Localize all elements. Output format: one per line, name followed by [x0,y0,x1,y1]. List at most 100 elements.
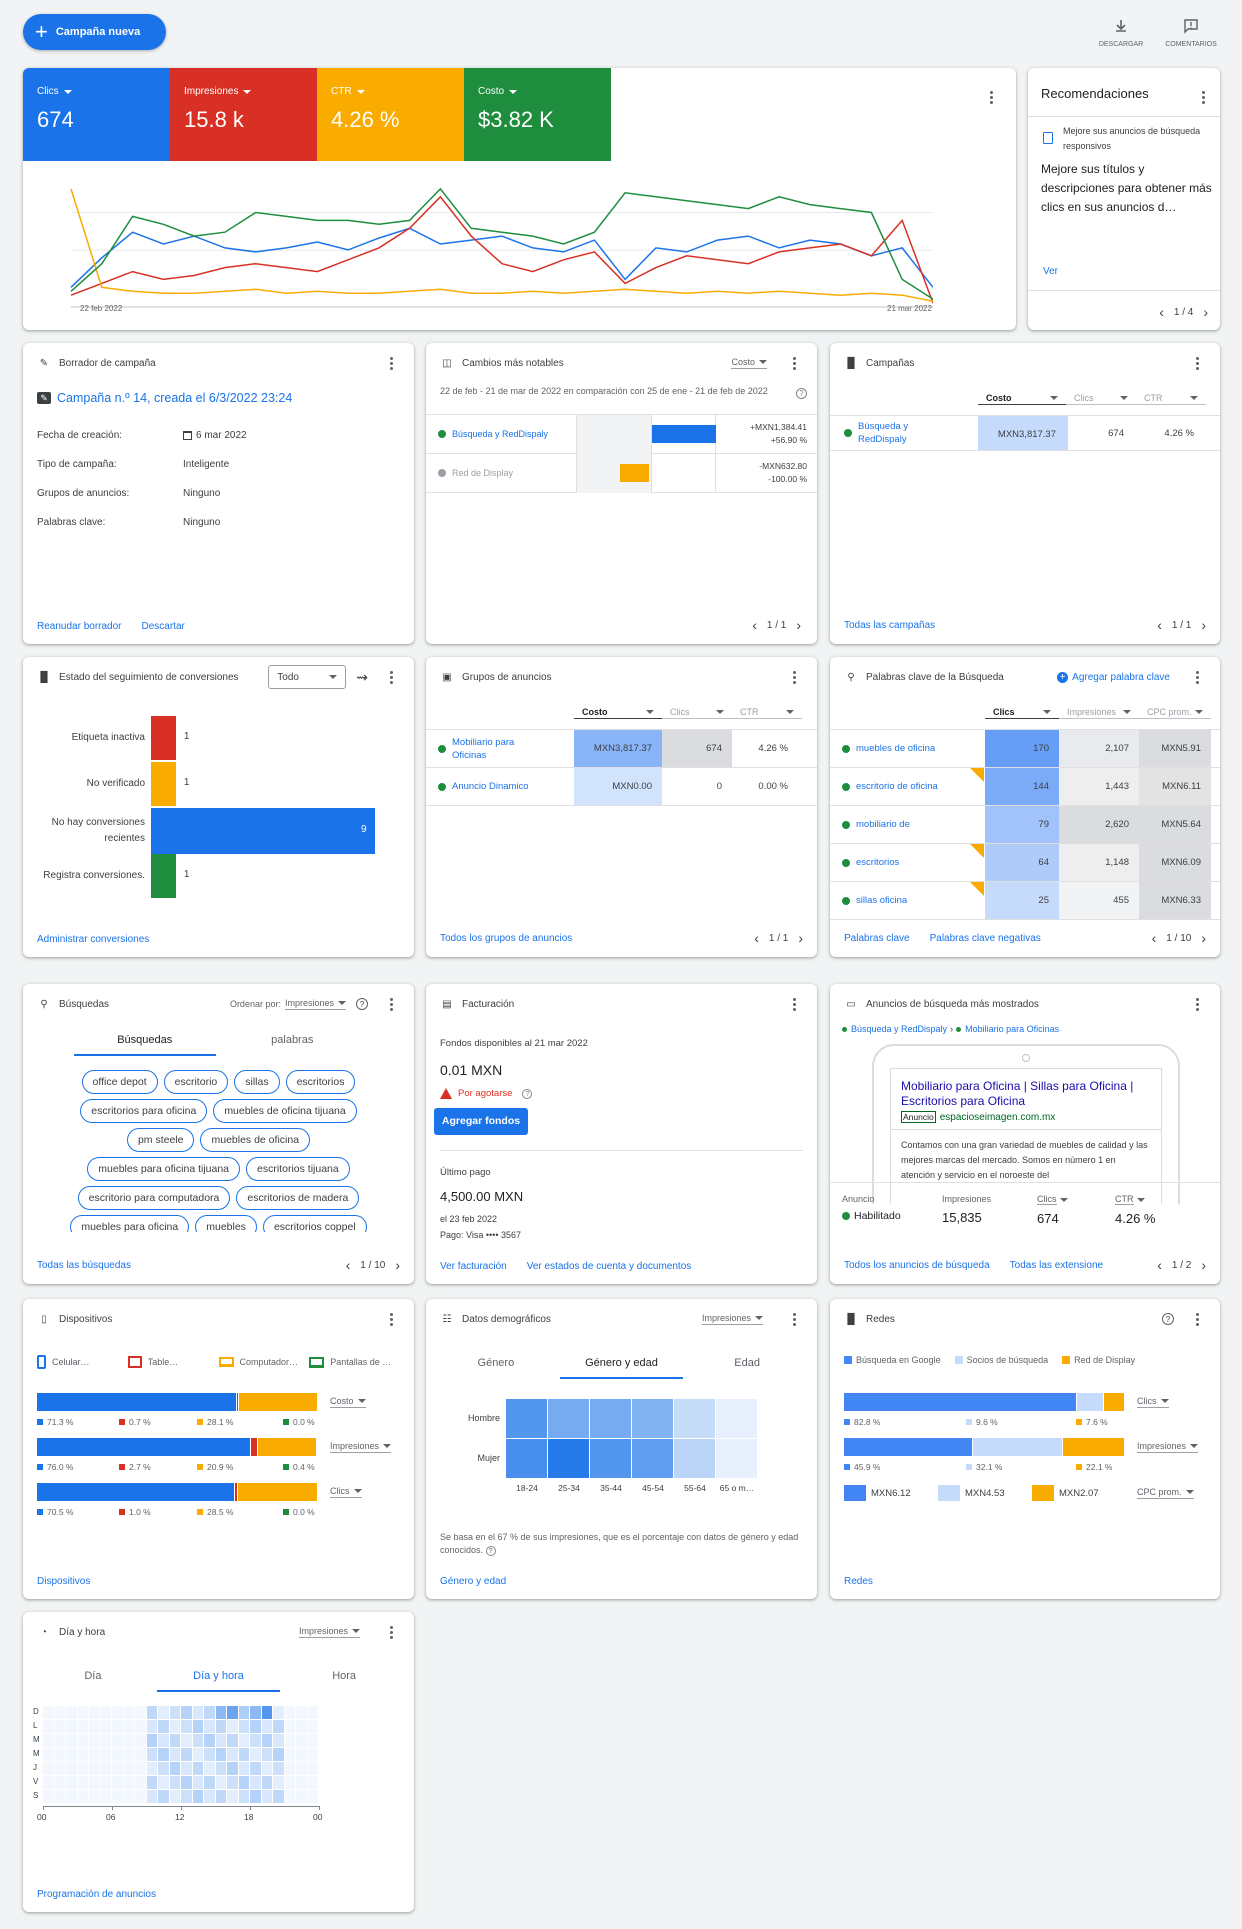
hour-cell[interactable] [169,1748,180,1761]
hour-cell[interactable] [261,1734,272,1747]
breadcrumb-adgroup[interactable]: Mobiliario para Oficinas [965,1024,1060,1034]
chevron-right-icon[interactable]: › [796,617,801,633]
devices-link[interactable]: Dispositivos [37,1576,91,1587]
changes-row[interactable]: Red de Display -MXN632.80 -100.00 % [426,453,817,493]
discard-draft-link[interactable]: Descartar [141,621,185,632]
hour-cell[interactable] [192,1720,203,1733]
hour-cell[interactable] [238,1706,249,1719]
metric-tile-1[interactable]: Impresiones 15.8 k [170,68,317,161]
hour-cell[interactable] [227,1734,238,1747]
searches-order-dropdown[interactable]: Impresiones [284,998,346,1010]
hour-cell[interactable] [169,1706,180,1719]
hour-cell[interactable] [181,1734,192,1747]
tab-words[interactable]: palabras [271,1034,314,1046]
all-extensions-link[interactable]: Todas las extensione [1009,1259,1104,1271]
hour-cell[interactable] [146,1706,157,1719]
help-icon[interactable]: ? [522,1088,533,1099]
hour-cell[interactable] [100,1762,111,1775]
chevron-right-icon[interactable]: › [395,1257,400,1273]
hour-cell[interactable] [43,1748,54,1761]
network-legend-item[interactable]: Red de Display [1062,1355,1135,1365]
hour-cell[interactable] [181,1776,192,1789]
stacked-bar[interactable] [37,1393,318,1411]
column-header[interactable]: CPC prom. [1139,705,1211,719]
column-header[interactable]: Clics [662,705,732,719]
search-term-chip[interactable]: sillas [234,1070,280,1094]
hour-cell[interactable] [250,1720,261,1733]
search-term-chip[interactable]: office depot [81,1070,158,1094]
dayhour-menu-icon[interactable] [382,1623,400,1641]
metric-tile-0[interactable]: Clics 674 [23,68,170,161]
hour-cell[interactable] [66,1734,77,1747]
help-icon[interactable]: ? [796,388,807,399]
device-legend-item[interactable]: Computador… [218,1355,310,1369]
hour-cell[interactable] [273,1790,284,1803]
hour-cell[interactable] [89,1734,100,1747]
hour-cell[interactable] [215,1748,226,1761]
search-term-chip[interactable]: muebles para oficina [70,1215,190,1232]
keyword-link[interactable]: escritorios [856,857,900,868]
metric-tile-3[interactable]: Costo $3.82 K [464,68,611,161]
hour-cell[interactable] [284,1790,295,1803]
hour-cell[interactable] [123,1776,134,1789]
keyword-row[interactable]: escritorio de oficina 144 1,443 MXN6.11 [830,768,1220,806]
hour-cell[interactable] [100,1790,111,1803]
manage-conversions-link[interactable]: Administrar conversiones [37,934,150,945]
hour-cell[interactable] [146,1790,157,1803]
hour-cell[interactable] [284,1720,295,1733]
table-row[interactable]: Anuncio Dinamico MXN0.00 0 0.00 % [426,768,817,806]
hour-cell[interactable] [192,1790,203,1803]
hour-cell[interactable] [169,1734,180,1747]
heat-cell[interactable] [716,1439,757,1478]
hour-cell[interactable] [43,1720,54,1733]
hour-cell[interactable] [89,1776,100,1789]
hour-cell[interactable] [204,1790,215,1803]
hour-cell[interactable] [215,1762,226,1775]
chevron-right-icon[interactable]: › [1201,930,1206,946]
hour-cell[interactable] [158,1734,169,1747]
conversion-bar[interactable] [151,808,375,854]
keywords-menu-icon[interactable] [1188,668,1206,686]
chevron-right-icon[interactable]: › [1201,617,1206,633]
metric-tile-2[interactable]: CTR 4.26 % [317,68,464,161]
hour-cell[interactable] [250,1748,261,1761]
help-icon[interactable]: ? [1162,1313,1174,1325]
metric-dropdown[interactable]: Clics [330,1486,362,1498]
keyword-row[interactable]: escritorios 64 1,148 MXN6.09 [830,844,1220,882]
campaign-link[interactable]: Búsqueda y RedDispaly [858,421,909,445]
hour-cell[interactable] [77,1776,88,1789]
conversions-filter-select[interactable]: Todo [268,665,347,689]
metric-dropdown[interactable]: Costo [330,1396,366,1408]
hour-cell[interactable] [192,1734,203,1747]
hour-cell[interactable] [307,1734,318,1747]
chevron-right-icon[interactable]: › [798,930,803,946]
hour-cell[interactable] [169,1720,180,1733]
device-legend-item[interactable]: Table… [127,1355,219,1369]
chevron-left-icon[interactable]: ‹ [1157,1257,1162,1273]
hour-cell[interactable] [77,1762,88,1775]
keyword-row[interactable]: muebles de oficina 170 2,107 MXN5.91 [830,730,1220,768]
chevron-left-icon[interactable]: ‹ [752,617,757,633]
hour-cell[interactable] [284,1748,295,1761]
hour-cell[interactable] [181,1748,192,1761]
tab-day-hour[interactable]: Día y hora [156,1664,281,1692]
hour-cell[interactable] [250,1790,261,1803]
hour-cell[interactable] [227,1748,238,1761]
hour-cell[interactable] [181,1720,192,1733]
heat-cell[interactable] [548,1399,589,1438]
hour-cell[interactable] [112,1720,123,1733]
hour-cell[interactable] [54,1762,65,1775]
hour-cell[interactable] [112,1734,123,1747]
chevron-left-icon[interactable]: ‹ [345,1257,351,1273]
table-row[interactable]: Mobiliario para Oficinas MXN3,817.37 674 4.… [426,730,817,768]
changes-row[interactable]: Búsqueda y RedDispaly +MXN1,384.41 +56.90 … [426,414,817,454]
hour-cell[interactable] [77,1790,88,1803]
negative-keywords-link[interactable]: Palabras clave negativas [929,932,1041,944]
cpc-dropdown[interactable]: CPC prom. [1137,1487,1194,1499]
hour-cell[interactable] [307,1776,318,1789]
view-billing-link[interactable]: Ver facturación [440,1261,507,1272]
hour-cell[interactable] [204,1748,215,1761]
hour-cell[interactable] [227,1706,238,1719]
tab-day[interactable]: Día [84,1670,102,1682]
column-header[interactable]: Clics [1066,391,1136,405]
